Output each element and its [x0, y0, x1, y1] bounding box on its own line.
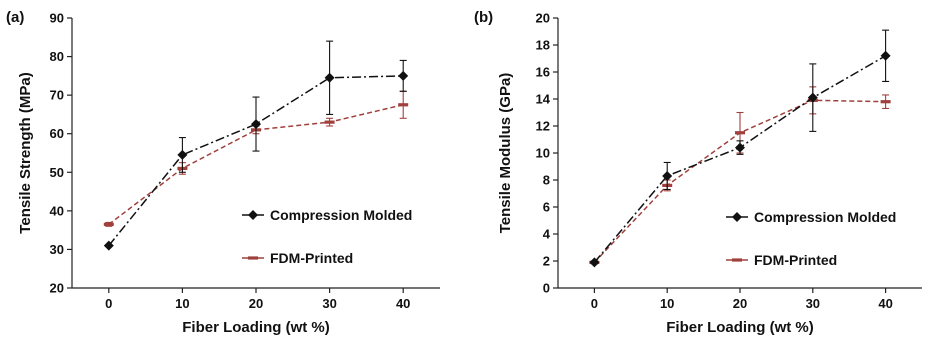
y-axis-title: Tensile Strength (MPa) — [17, 72, 34, 233]
y-tick-label: 16 — [536, 65, 550, 80]
fdm-printed-point — [735, 131, 745, 135]
chart-panel-b: (b) 0 2 4 6 8 10 12 14 16 18 20 0 10 20 30 40 Fiber Loadi… — [470, 0, 940, 345]
legend-fdm-label: FDM-Printed — [754, 252, 837, 268]
panel-label: (a) — [6, 9, 24, 26]
compression-molded-line — [108, 75, 404, 247]
compression-molded-point — [324, 72, 335, 83]
y-tick-label: 70 — [50, 88, 64, 103]
y-tick-label: 80 — [50, 49, 64, 64]
y-tick-label: 18 — [536, 38, 550, 53]
legend-fdm-marker — [248, 256, 258, 260]
y-axis-title: Tensile Modulus (GPa) — [497, 73, 514, 234]
x-tick-label: 30 — [806, 296, 820, 311]
compression-molded-point — [251, 119, 261, 130]
compression-molded-point — [662, 170, 673, 181]
tensile-modulus-chart: (b) 0 2 4 6 8 10 12 14 16 18 20 0 10 20 30 40 Fiber Loadi… — [474, 9, 922, 336]
panel-label: (b) — [474, 9, 493, 26]
x-tick-label: 40 — [878, 296, 892, 311]
legend-fdm-marker — [732, 258, 742, 262]
x-tick-label: 40 — [396, 296, 410, 311]
legend: Compression Molded FDM-Printed — [726, 209, 896, 268]
legend-compression-marker — [248, 210, 258, 220]
y-tick-label: 20 — [50, 281, 64, 296]
x-tick-label: 20 — [733, 296, 747, 311]
legend-compression-marker — [732, 212, 742, 222]
x-tick-label: 20 — [249, 296, 263, 311]
y-tick-label: 4 — [543, 227, 551, 242]
compression-molded-point — [880, 50, 891, 61]
fdm-printed-point — [324, 120, 335, 124]
y-tick-label: 20 — [536, 11, 550, 26]
fdm-printed-point — [880, 100, 891, 104]
x-axis-title: Fiber Loading (wt %) — [666, 319, 814, 336]
compression-molded-point — [398, 70, 409, 81]
fdm-printed-point — [103, 222, 114, 226]
compression-molded-point — [735, 142, 745, 153]
y-tick-label: 6 — [543, 200, 550, 215]
legend-fdm-label: FDM-Printed — [270, 250, 353, 266]
y-tick-label: 90 — [50, 11, 64, 26]
fdm-printed-point — [398, 103, 409, 107]
y-tick-label: 40 — [50, 203, 64, 218]
y-tick-label: 0 — [543, 281, 550, 296]
y-tick-label: 12 — [536, 119, 550, 134]
x-tick-label: 10 — [660, 296, 674, 311]
legend: Compression Molded FDM-Printed — [242, 207, 412, 266]
compression-molded-point — [177, 149, 188, 160]
y-tick-label: 14 — [536, 92, 551, 107]
y-tick-label: 8 — [543, 173, 550, 188]
compression-molded-line — [593, 55, 886, 263]
y-tick-label: 10 — [536, 146, 550, 161]
y-tick-label: 50 — [50, 165, 64, 180]
y-tick-label: 60 — [50, 126, 64, 141]
x-axis-title: Fiber Loading (wt %) — [182, 319, 330, 336]
x-tick-label: 0 — [591, 296, 598, 311]
x-tick-label: 0 — [105, 296, 112, 311]
fdm-printed-line — [108, 104, 404, 225]
y-tick-label: 2 — [543, 254, 550, 269]
compression-molded-point — [807, 92, 818, 103]
tensile-strength-chart: (a) 20 30 40 50 60 70 80 90 0 10 20 30 40 Fiber Loadin… — [6, 9, 440, 336]
chart-panel-a: (a) 20 30 40 50 60 70 80 90 0 10 20 30 40 Fiber Loadin… — [6, 9, 440, 336]
x-tick-label: 30 — [322, 296, 336, 311]
y-tick-label: 30 — [50, 242, 64, 257]
compression-molded-point — [589, 257, 600, 268]
legend-compression-label: Compression Molded — [270, 207, 412, 223]
compression-molded-point — [103, 240, 114, 251]
legend-compression-label: Compression Molded — [754, 209, 896, 225]
x-tick-label: 10 — [175, 296, 189, 311]
